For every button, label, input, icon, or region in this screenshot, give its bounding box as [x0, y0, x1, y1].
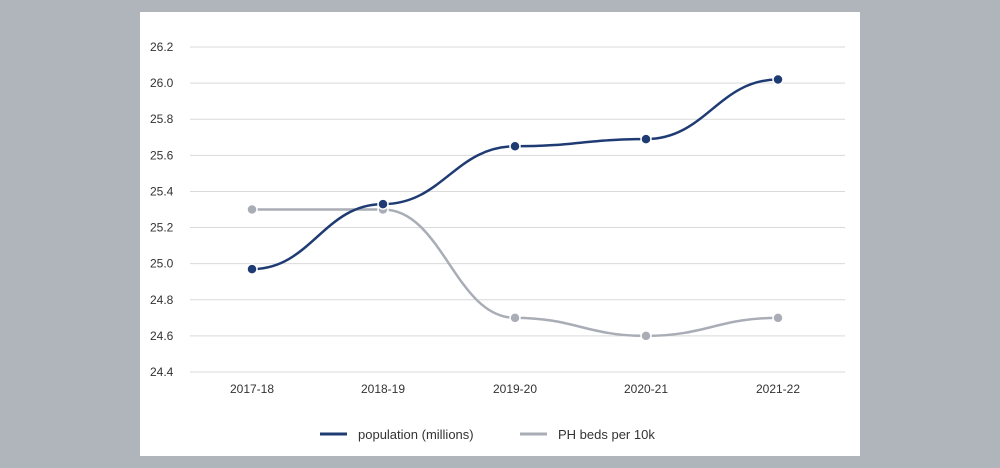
x-tick-label: 2019-20	[493, 382, 537, 396]
x-tick-label: 2021-22	[756, 382, 800, 396]
data-point	[246, 203, 258, 216]
y-tick-label: 26.0	[150, 76, 174, 90]
x-axis-ticks: 2017-18 2018-19 2019-20 2020-21 2021-22	[230, 382, 800, 396]
y-tick-label: 25.2	[150, 221, 174, 235]
data-point	[640, 133, 652, 145]
x-tick-label: 2020-21	[624, 382, 668, 396]
data-point	[509, 140, 521, 153]
x-tick-label: 2017-18	[230, 382, 274, 396]
chart-panel: 26.2 26.0 25.8 25.6 25.4 25.2 25.0 24.8 24.6 24.4…	[140, 12, 860, 456]
y-tick-label: 25.0	[150, 257, 174, 271]
series-line-ph-beds	[251, 208, 779, 338]
gridlines	[190, 46, 845, 373]
series-line-population	[251, 78, 779, 271]
line-chart: 26.2 26.0 25.8 25.6 25.4 25.2 25.0 24.8 24.6 24.4…	[150, 40, 845, 442]
series-lines	[246, 73, 784, 342]
data-point	[772, 73, 784, 86]
x-tick-label: 2018-19	[361, 382, 405, 396]
legend: population (millions) PH beds per 10k	[320, 427, 655, 442]
data-point	[640, 330, 652, 342]
y-tick-label: 24.4	[150, 365, 174, 379]
data-point	[509, 312, 521, 324]
y-axis-ticks: 26.2 26.0 25.8 25.6 25.4 25.2 25.0 24.8 24.6 24.4	[150, 40, 174, 379]
y-tick-label: 25.4	[150, 184, 174, 198]
data-point	[246, 263, 258, 275]
legend-label: population (millions)	[358, 427, 474, 442]
data-point	[772, 312, 784, 324]
y-tick-label: 24.6	[150, 329, 174, 343]
y-tick-label: 25.6	[150, 148, 174, 162]
y-tick-label: 25.8	[150, 112, 174, 126]
data-point	[377, 198, 389, 210]
legend-label: PH beds per 10k	[558, 427, 655, 442]
y-tick-label: 26.2	[150, 40, 174, 54]
y-tick-label: 24.8	[150, 293, 174, 307]
